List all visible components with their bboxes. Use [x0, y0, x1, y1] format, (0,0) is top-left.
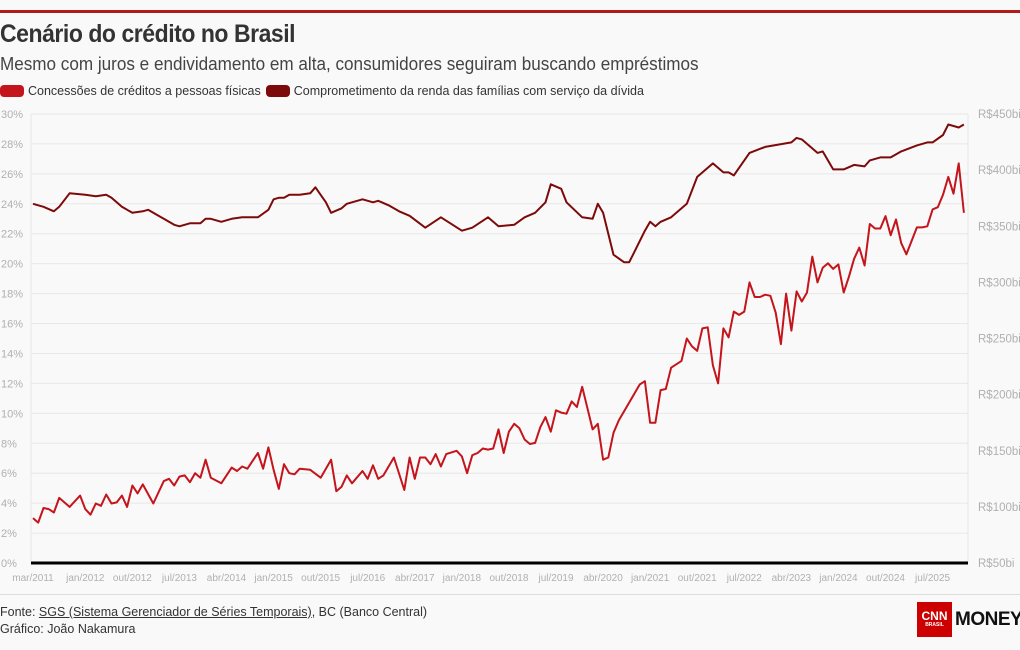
line-chart: 0% 2% 4% 6% 8% 10% 12% 14% 16% 18% 20% 22% 24% 26% 28%… — [1, 109, 1020, 584]
y-left-tick-label: 12% — [1, 378, 23, 390]
legend-swatch-concessoes — [0, 85, 24, 97]
y-left-tick-label: 20% — [1, 259, 23, 271]
footer-divider — [0, 594, 1020, 595]
x-tick-label: jul/2025 — [914, 573, 950, 584]
x-tick-label: jan/2018 — [442, 573, 482, 584]
y-left-tick-label: 16% — [1, 319, 23, 331]
y-right-tick-label: R$400bi — [978, 165, 1020, 177]
y-left-tick-label: 4% — [1, 498, 17, 510]
y-right-tick-label: R$300bi — [978, 277, 1020, 289]
y-left-tick-label: 14% — [1, 348, 23, 360]
y-left-tick-label: 8% — [1, 438, 17, 450]
money-wordmark: MONEY — [955, 608, 1020, 630]
top-accent-bar — [0, 10, 1020, 13]
y-right-tick-label: R$350bi — [978, 221, 1020, 233]
y-left-tick-label: 6% — [1, 468, 17, 480]
cnn-logo-icon: CNN BRASIL — [917, 602, 952, 637]
x-tick-label: out/2012 — [113, 573, 152, 584]
y-right-tick-label: R$450bi — [978, 109, 1020, 121]
x-tick-label: abr/2014 — [207, 573, 247, 584]
y-right-tick-label: R$250bi — [978, 334, 1020, 346]
y-left-tick-label: 30% — [1, 109, 23, 121]
y-left-tick-label: 2% — [1, 528, 17, 540]
x-tick-label: jul/2019 — [537, 573, 573, 584]
chart-subtitle: Mesmo com juros e endividamento em alta,… — [0, 54, 699, 74]
y-right-tick-label: R$150bi — [978, 446, 1020, 458]
y-left-tick-label: 22% — [1, 229, 23, 241]
x-tick-label: abr/2017 — [395, 573, 435, 584]
source-prefix: Fonte: — [0, 605, 39, 619]
x-tick-label: jul/2013 — [161, 573, 197, 584]
x-tick-label: jan/2024 — [818, 573, 858, 584]
legend-swatch-comprometimento — [265, 85, 290, 97]
legend-item-comprometimento[interactable]: Comprometimento da renda das famílias co… — [265, 84, 644, 98]
x-tick-label: jul/2016 — [349, 573, 385, 584]
series-line-concessoes — [32, 162, 965, 524]
y-left-tick-label: 10% — [1, 408, 23, 420]
x-tick-label: jan/2012 — [65, 573, 105, 584]
y-right-tick-label: R$200bi — [978, 390, 1020, 402]
y-left-tick-label: 24% — [1, 199, 23, 211]
x-tick-label: out/2024 — [866, 573, 905, 584]
legend-label: Concessões de créditos a pessoas físicas — [28, 84, 261, 98]
x-tick-label: mar/2011 — [12, 573, 54, 584]
x-tick-label: abr/2023 — [772, 573, 812, 584]
legend-item-concessoes[interactable]: Concessões de créditos a pessoas físicas — [0, 84, 261, 98]
chart-credit: Gráfico: João Nakamura — [0, 622, 136, 636]
source-suffix: , BC (Banco Central) — [311, 605, 428, 619]
legend: Concessões de créditos a pessoas físicas… — [0, 84, 649, 98]
y-right-tick-label: R$100bi — [978, 502, 1020, 514]
legend-label: Comprometimento da renda das famílias co… — [293, 84, 644, 98]
y-left-tick-label: 28% — [1, 139, 23, 151]
source-note: Fonte: SGS (Sistema Gerenciador de Série… — [0, 604, 427, 638]
cnn-money-logo: CNN BRASIL MONEY — [917, 602, 1020, 637]
chart-title: Cenário do crédito no Brasil — [0, 20, 296, 48]
x-tick-label: out/2018 — [489, 573, 528, 584]
series-line-comprometimento — [32, 123, 965, 264]
y-right-tick-label: R$50bi — [978, 558, 1014, 570]
x-tick-label: jan/2015 — [253, 573, 293, 584]
y-left-tick-label: 26% — [1, 169, 23, 181]
x-tick-label: jan/2021 — [630, 573, 670, 584]
y-left-tick-label: 0% — [1, 558, 17, 570]
source-link[interactable]: SGS (Sistema Gerenciador de Séries Tempo… — [38, 605, 312, 619]
x-tick-label: out/2015 — [301, 573, 340, 584]
x-tick-label: abr/2020 — [583, 573, 623, 584]
x-tick-label: jul/2022 — [726, 573, 762, 584]
y-left-tick-label: 18% — [1, 289, 23, 301]
x-tick-label: out/2021 — [678, 573, 717, 584]
